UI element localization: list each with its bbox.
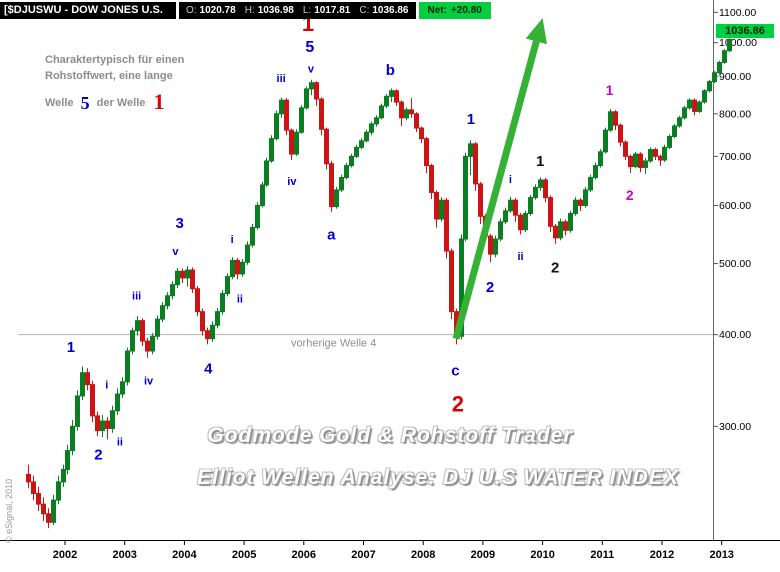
y-axis-label: 1000.00 bbox=[719, 37, 757, 49]
y-axis-label: 900.00 bbox=[719, 71, 751, 83]
note-middle-text: der Welle bbox=[96, 97, 146, 109]
wave-label-i: i bbox=[231, 234, 234, 246]
wave-label-2: 2 bbox=[452, 391, 464, 416]
x-axis-label: 2002 bbox=[53, 549, 77, 561]
note-line-1: Charaktertypisch für einen bbox=[45, 54, 185, 66]
x-axis-label: 2010 bbox=[530, 549, 554, 561]
note-line-2: Rohstoffwert, eine lange bbox=[45, 70, 173, 82]
x-axis-label: 2013 bbox=[709, 549, 733, 561]
y-axis-label: 1100.00 bbox=[719, 7, 756, 19]
wave-label-1: 1 bbox=[606, 82, 614, 98]
note-line-3: Welle 5 der Welle 1 bbox=[45, 91, 184, 114]
wave-label-1: 1 bbox=[67, 339, 75, 356]
net-label: Net: bbox=[427, 5, 447, 16]
x-axis-label: 2007 bbox=[351, 549, 375, 561]
wave-label-ii: ii bbox=[517, 251, 523, 263]
open-value: 1020.78 bbox=[199, 5, 236, 16]
wave-label-4: 4 bbox=[204, 360, 213, 377]
wave-label-c: c bbox=[451, 362, 459, 379]
y-axis-label: 700.00 bbox=[719, 151, 751, 163]
y-axis-label: 500.00 bbox=[719, 258, 751, 270]
quote-bar: O: 1020.78 H: 1036.98 L: 1017.81 C: 1036… bbox=[178, 2, 416, 19]
wave-label-v: v bbox=[308, 63, 315, 75]
wave-label-2: 2 bbox=[551, 260, 559, 277]
wave-label-2: 2 bbox=[626, 187, 634, 203]
y-axis-label: 600.00 bbox=[719, 200, 751, 212]
trend-arrow-head bbox=[525, 18, 547, 45]
high-value: 1036.98 bbox=[257, 5, 294, 16]
open-label: O: bbox=[185, 5, 197, 16]
esignal-credit: © eSignal, 2010 bbox=[4, 478, 14, 543]
analysis-note: Charaktertypisch für einen Rohstoffwert,… bbox=[45, 52, 184, 114]
previous-wave4-label: vorherige Welle 4 bbox=[291, 338, 376, 350]
x-axis-label: 2011 bbox=[590, 549, 614, 561]
x-axis-label: 2006 bbox=[292, 549, 316, 561]
close-value: 1036.86 bbox=[372, 5, 409, 16]
wave-label-2: 2 bbox=[94, 446, 102, 463]
wave-label-v: v bbox=[172, 246, 179, 258]
note-wave5-number: 5 bbox=[80, 93, 90, 113]
y-axis-label: 300.00 bbox=[719, 421, 751, 433]
trend-arrow-shaft bbox=[452, 40, 540, 340]
x-axis-label: 2004 bbox=[172, 549, 197, 561]
low-value: 1017.81 bbox=[314, 5, 351, 16]
wave-label-2: 2 bbox=[486, 279, 494, 296]
wave-label-iii: iii bbox=[277, 73, 286, 85]
x-axis-label: 2005 bbox=[232, 549, 256, 561]
low-label: L: bbox=[302, 5, 312, 16]
x-axis-label: 2003 bbox=[112, 549, 136, 561]
wave-label-iii: iii bbox=[132, 291, 141, 303]
wave-label-ii: ii bbox=[237, 293, 243, 305]
wave-label-i: i bbox=[509, 174, 512, 186]
watermark-line-1: Godmode Gold & Rohstoff Trader bbox=[207, 424, 573, 447]
wave-label-1: 1 bbox=[467, 111, 475, 128]
y-axis-label: 400.00 bbox=[719, 329, 751, 341]
wave-label-ii: ii bbox=[117, 436, 123, 448]
note-wave1-number: 1 bbox=[153, 89, 165, 114]
close-label: C: bbox=[359, 5, 370, 16]
symbol-title: [$DJUSWU - DOW JONES U.S. bbox=[0, 2, 176, 19]
y-axis-label: 800.00 bbox=[719, 108, 751, 120]
x-axis-label: 2008 bbox=[411, 549, 435, 561]
high-label: H: bbox=[244, 5, 255, 16]
watermark-line-2: Elliot Wellen Analyse: DJ U.S WATER INDE… bbox=[197, 466, 679, 489]
note-welle-prefix: Welle bbox=[45, 97, 74, 109]
chart-header: [$DJUSWU - DOW JONES U.S. O: 1020.78 H: … bbox=[0, 2, 491, 19]
last-price-badge: 1036.86 bbox=[716, 24, 774, 39]
wave-label-5: 5 bbox=[305, 39, 314, 56]
candlestick-series bbox=[26, 30, 737, 529]
net-change-badge: Net: +20.80 bbox=[418, 2, 491, 19]
wave-label-iv: iv bbox=[144, 376, 154, 388]
wave-label-b: b bbox=[386, 62, 395, 79]
wave-label-3: 3 bbox=[175, 215, 183, 232]
wave-label-i: i bbox=[105, 379, 108, 391]
wave-label-a: a bbox=[327, 227, 336, 244]
x-axis-label: 2009 bbox=[471, 549, 495, 561]
x-axis-label: 2012 bbox=[650, 549, 674, 561]
wave-label-1: 1 bbox=[536, 153, 544, 170]
wave-label-iv: iv bbox=[287, 176, 297, 188]
net-value: +20.80 bbox=[450, 5, 482, 16]
